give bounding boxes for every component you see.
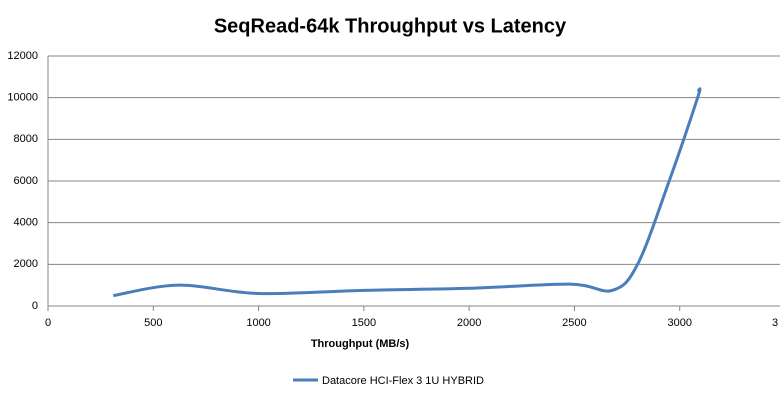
- x-tick-label: 2000: [457, 317, 481, 329]
- x-tick-label: 1000: [246, 317, 270, 329]
- legend: Datacore HCI-Flex 3 1U HYBRID: [293, 375, 484, 387]
- y-tick-label: 6000: [14, 175, 38, 187]
- x-tick-label: 1500: [352, 317, 376, 329]
- y-tick-label: 0: [32, 300, 38, 312]
- x-tick-label: 3: [772, 317, 778, 329]
- x-tick-label: 3000: [667, 317, 691, 329]
- y-tick-label: 4000: [14, 217, 38, 229]
- y-tick-label: 8000: [14, 133, 38, 145]
- y-tick-label: 12000: [7, 50, 38, 62]
- x-tick-label: 500: [144, 317, 162, 329]
- y-tick-label: 10000: [7, 92, 38, 104]
- legend-label: Datacore HCI-Flex 3 1U HYBRID: [322, 375, 484, 387]
- x-tick-label: 2500: [562, 317, 586, 329]
- chart-title: SeqRead-64k Throughput vs Latency: [214, 15, 567, 37]
- y-tick-label: 2000: [14, 258, 38, 270]
- x-tick-label: 0: [45, 317, 51, 329]
- x-axis-title: Throughput (MB/s): [311, 338, 410, 350]
- series-line: [113, 87, 702, 298]
